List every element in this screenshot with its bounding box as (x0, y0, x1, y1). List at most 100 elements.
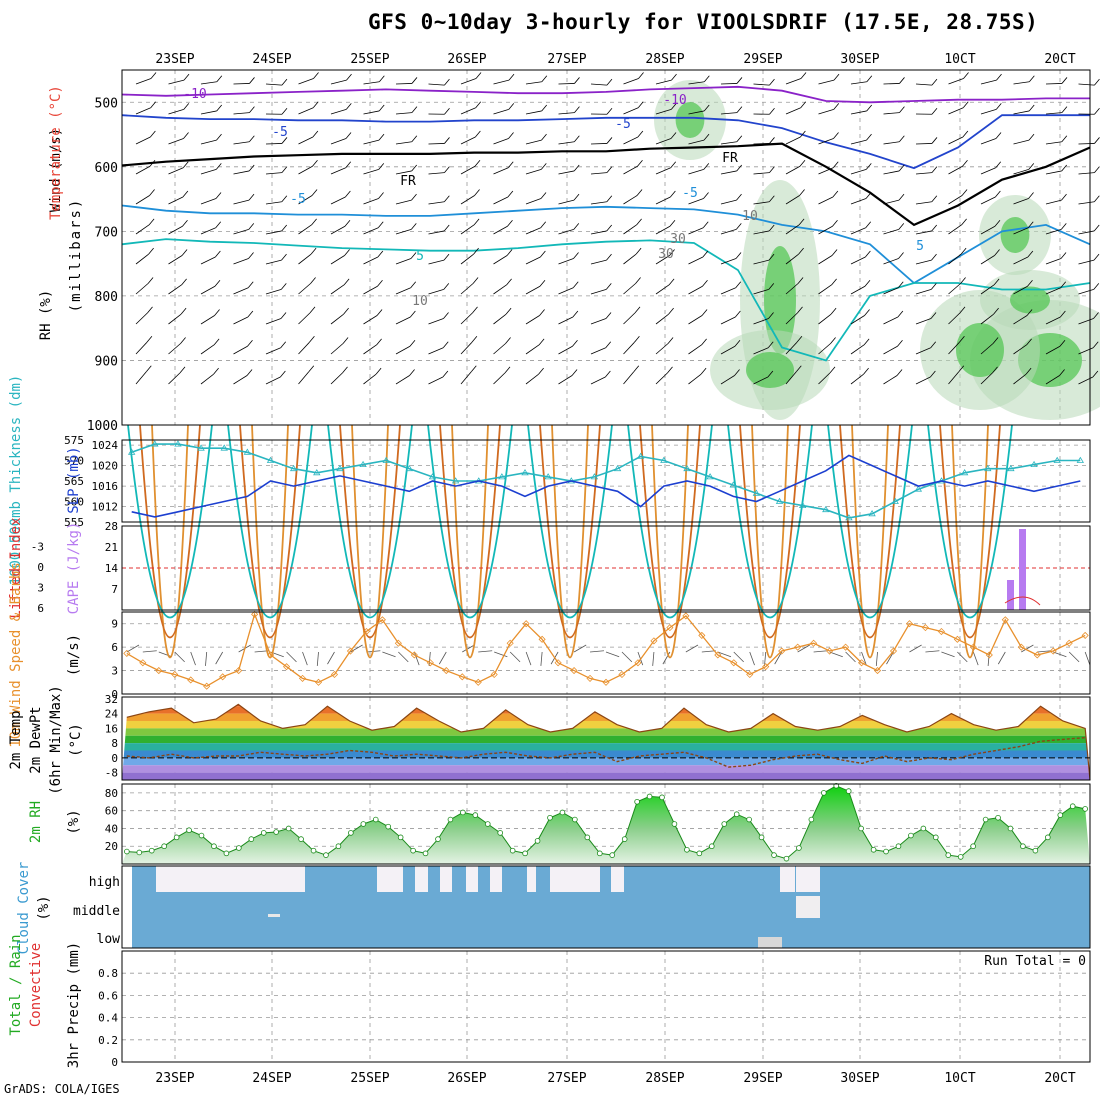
wind-barb-flag (378, 192, 384, 199)
wind-barb-flag (311, 218, 317, 226)
wind-barb-flag (346, 73, 352, 81)
wind-tick-label: 0 (111, 688, 118, 701)
surface-wind-barb (764, 651, 767, 666)
wind-barb-flag (215, 192, 222, 199)
cape-tick-label: 21 (105, 541, 118, 554)
rh-marker (273, 829, 279, 835)
wind-speed-marker (282, 663, 291, 671)
bottom-date-label: 24SEP (252, 1071, 291, 1086)
rh-marker (634, 798, 640, 805)
wind-barb (948, 165, 963, 175)
wind-barb (980, 79, 997, 85)
wind-barb-flag (411, 164, 418, 172)
pressure-tick-label: 600 (95, 161, 118, 176)
wind-barb (233, 375, 248, 385)
wind-barb (655, 138, 672, 145)
wind-barb (1045, 287, 1061, 295)
wind-barb-flag (1025, 367, 1032, 375)
rh-marker (883, 848, 889, 855)
thickness-marker (220, 444, 228, 451)
wind-speed-marker (682, 612, 690, 620)
surface-wind-barb (589, 650, 605, 653)
wind-speed-marker (889, 647, 898, 655)
wind-barb (233, 83, 250, 85)
wind-barb-flag (1059, 369, 1065, 376)
wind-barb-flag (1061, 77, 1068, 84)
wind-tick-label: 3 (111, 665, 118, 678)
wind-barb (785, 283, 799, 295)
cape-tick-label: 14 (105, 562, 119, 575)
wind-barb (623, 253, 637, 265)
wind-barb-flag (1092, 370, 1099, 378)
wind-barb (883, 170, 900, 175)
rh-marker (435, 836, 441, 842)
top-date-label: 26SEP (447, 52, 486, 67)
wind-barb (850, 373, 864, 385)
panel-frame-rh (121, 783, 1091, 865)
temp-tick-label: 32 (105, 693, 118, 706)
wind-barb-flag (377, 250, 384, 258)
wind-barb (850, 198, 867, 205)
wind-barb (233, 228, 249, 235)
thickness-marker (1076, 456, 1085, 463)
wind-barb (948, 195, 963, 205)
rh-marker (858, 825, 864, 832)
wind-barb (265, 172, 282, 175)
wind-barb (980, 343, 994, 355)
rh-marker (173, 834, 180, 841)
thickness-marker (706, 473, 714, 480)
wind-barb-flag (992, 337, 999, 344)
wind-barb-flag (931, 195, 938, 203)
wind-barb-flag (309, 306, 316, 314)
wind-barb-flag (1093, 224, 1100, 232)
wind-barb (623, 78, 639, 85)
wind-barb (590, 143, 608, 145)
rh-marker (609, 852, 616, 858)
high-cloud-block (780, 866, 795, 892)
rh-marker (522, 850, 528, 857)
wind-barb-flag (734, 339, 741, 347)
warm-contour (451, 424, 489, 659)
rh-marker (908, 832, 914, 839)
bottom-date-label: 25SEP (350, 1071, 389, 1086)
wind-barb (720, 141, 737, 145)
wind-barb-flag (376, 338, 382, 346)
wind-barb (330, 313, 344, 325)
wind-barb-flag (800, 101, 807, 109)
wind-barb-flag (636, 218, 642, 226)
wind-barb-flag (215, 163, 222, 170)
wind-barb (688, 198, 704, 205)
rh-marker (771, 852, 777, 858)
rh-area (122, 785, 1090, 864)
wind-barb-flag (995, 190, 1001, 198)
wind-barb-flag (281, 166, 288, 173)
mid-cloud-block (796, 896, 820, 918)
high-cloud-block (562, 866, 600, 892)
ylabel-2m-dewpt: 2m DewPt (28, 706, 44, 773)
wind-barb (200, 110, 217, 115)
wind-barb-flag (312, 159, 318, 167)
warm-contour (927, 424, 1013, 619)
wind-barb (525, 315, 540, 325)
wind-barb (1013, 81, 1030, 85)
wind-barb (200, 256, 216, 265)
wind-barb-flag (606, 78, 613, 86)
wind-barb (883, 228, 899, 235)
wind-barb-flag (1028, 192, 1034, 199)
wind-speed-marker (139, 659, 147, 667)
precip-tick-label: 0.4 (98, 1012, 118, 1025)
rh-marker (920, 825, 927, 832)
wind-barb (655, 196, 671, 205)
surface-wind-barb (749, 651, 755, 666)
wind-barb-flag (962, 130, 969, 138)
ylabel-thickness: 1000-500mb Thickness (dm) (8, 375, 24, 586)
surface-wind-barb (382, 651, 396, 658)
wind-barb-flag (213, 338, 220, 346)
wind-barb-flag (865, 192, 872, 199)
surface-wind-barb (733, 651, 744, 663)
wind-barb-flag (799, 159, 806, 167)
wind-barb-flag (633, 365, 640, 372)
high-cloud-block (377, 866, 390, 892)
wind-barb (233, 141, 250, 145)
wind-tick-label: 9 (111, 618, 118, 631)
